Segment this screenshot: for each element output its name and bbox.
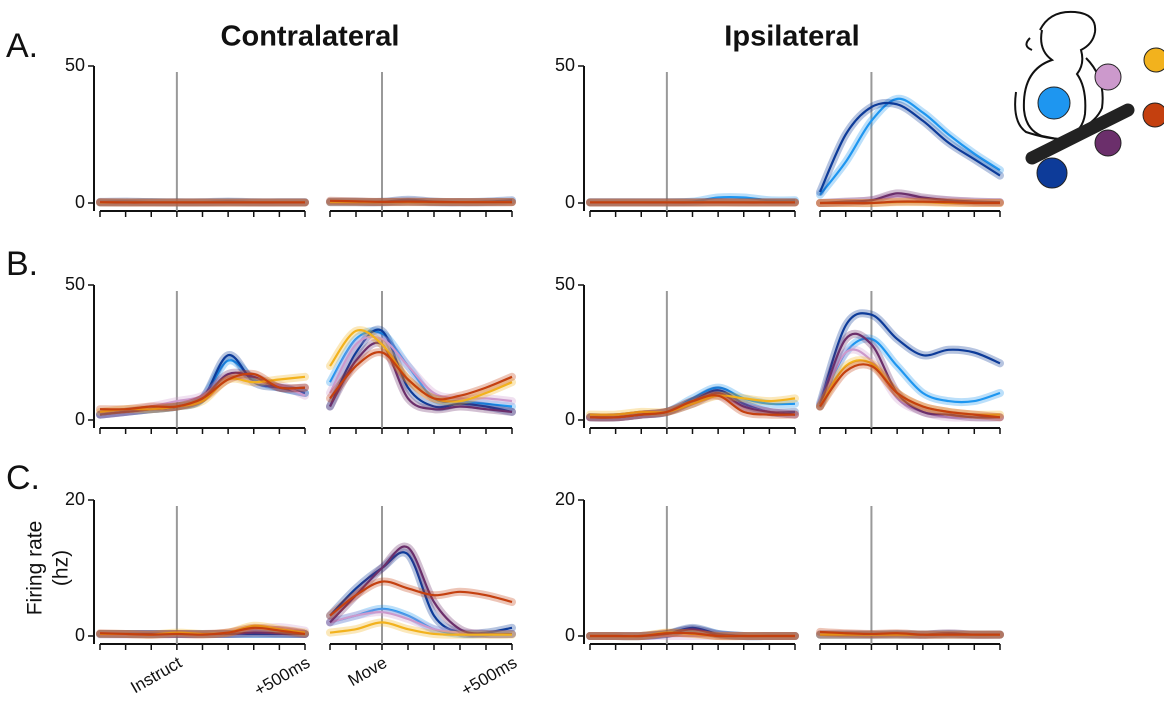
panel — [326, 291, 516, 434]
y-tick-label: 50 — [555, 274, 575, 294]
column-title: Ipsilateral — [724, 21, 859, 53]
panel — [326, 72, 516, 217]
line-series — [329, 351, 513, 401]
monkey-outline — [1022, 29, 1073, 143]
y-tick-label: 0 — [75, 192, 85, 212]
line-series — [818, 312, 1001, 405]
target — [1094, 129, 1122, 157]
y-tick-label: 0 — [75, 625, 85, 645]
monkey-outline — [1025, 10, 1097, 135]
panel: 0 50 — [65, 55, 309, 217]
x-tick-label: Instruct — [127, 653, 185, 697]
panel: Instruct +500ms 0 20 — [65, 489, 313, 700]
line-series — [818, 332, 1001, 419]
line-series — [589, 394, 796, 419]
y-tick-label: 50 — [65, 55, 85, 75]
panel: Move +500ms — [326, 506, 520, 700]
target — [1037, 86, 1071, 120]
row-label: C. — [6, 459, 40, 497]
y-tick-label: 20 — [555, 489, 575, 509]
y-tick-label: 0 — [565, 192, 575, 212]
line-series — [329, 621, 512, 636]
line-series — [329, 330, 513, 408]
line-series — [819, 630, 1000, 636]
x-tick-label: +500ms — [251, 653, 313, 700]
line-series — [329, 580, 513, 617]
line-series — [329, 328, 513, 413]
target — [1094, 63, 1122, 91]
x-tick-label: +500ms — [458, 653, 520, 700]
panel — [816, 506, 1004, 650]
y-tick-label: 50 — [65, 274, 85, 294]
panel — [816, 72, 1004, 217]
y-tick-label: 50 — [555, 55, 575, 75]
y-tick-label: 0 — [75, 409, 85, 429]
sem-band — [816, 309, 1004, 408]
y-tick-label: 20 — [65, 489, 85, 509]
line-series — [99, 372, 306, 411]
target-set — [1036, 47, 1164, 189]
target — [1036, 157, 1068, 189]
reach-bar — [1025, 103, 1135, 165]
column-title: Contralateral — [221, 21, 400, 53]
panel — [816, 291, 1004, 434]
line-series — [329, 199, 512, 204]
y-axis-label: (hz) — [50, 550, 73, 586]
line-series — [818, 101, 1001, 193]
target — [1142, 102, 1164, 128]
panel: 0 20 — [555, 489, 799, 650]
y-tick-label: 0 — [565, 409, 575, 429]
line-series — [819, 97, 1001, 196]
line-series — [590, 631, 795, 638]
sem-band — [816, 98, 1004, 197]
panel: 0 50 — [555, 55, 799, 217]
monkey-illustration — [1014, 10, 1135, 165]
panel: 0 50 — [555, 274, 799, 434]
row-label: A. — [6, 27, 38, 65]
target — [1143, 47, 1164, 73]
line-series — [589, 394, 796, 416]
line-series — [329, 341, 513, 413]
line-series — [99, 626, 306, 636]
x-tick-label: Move — [345, 653, 391, 690]
line-series — [819, 363, 1001, 419]
line-series — [819, 192, 1001, 205]
line-series — [820, 200, 1001, 205]
panel: 0 50 — [65, 274, 309, 434]
y-tick-label: 0 — [565, 625, 575, 645]
y-axis-label: Firing rate — [24, 521, 47, 616]
line-series — [329, 335, 513, 403]
row-label: B. — [6, 245, 38, 283]
